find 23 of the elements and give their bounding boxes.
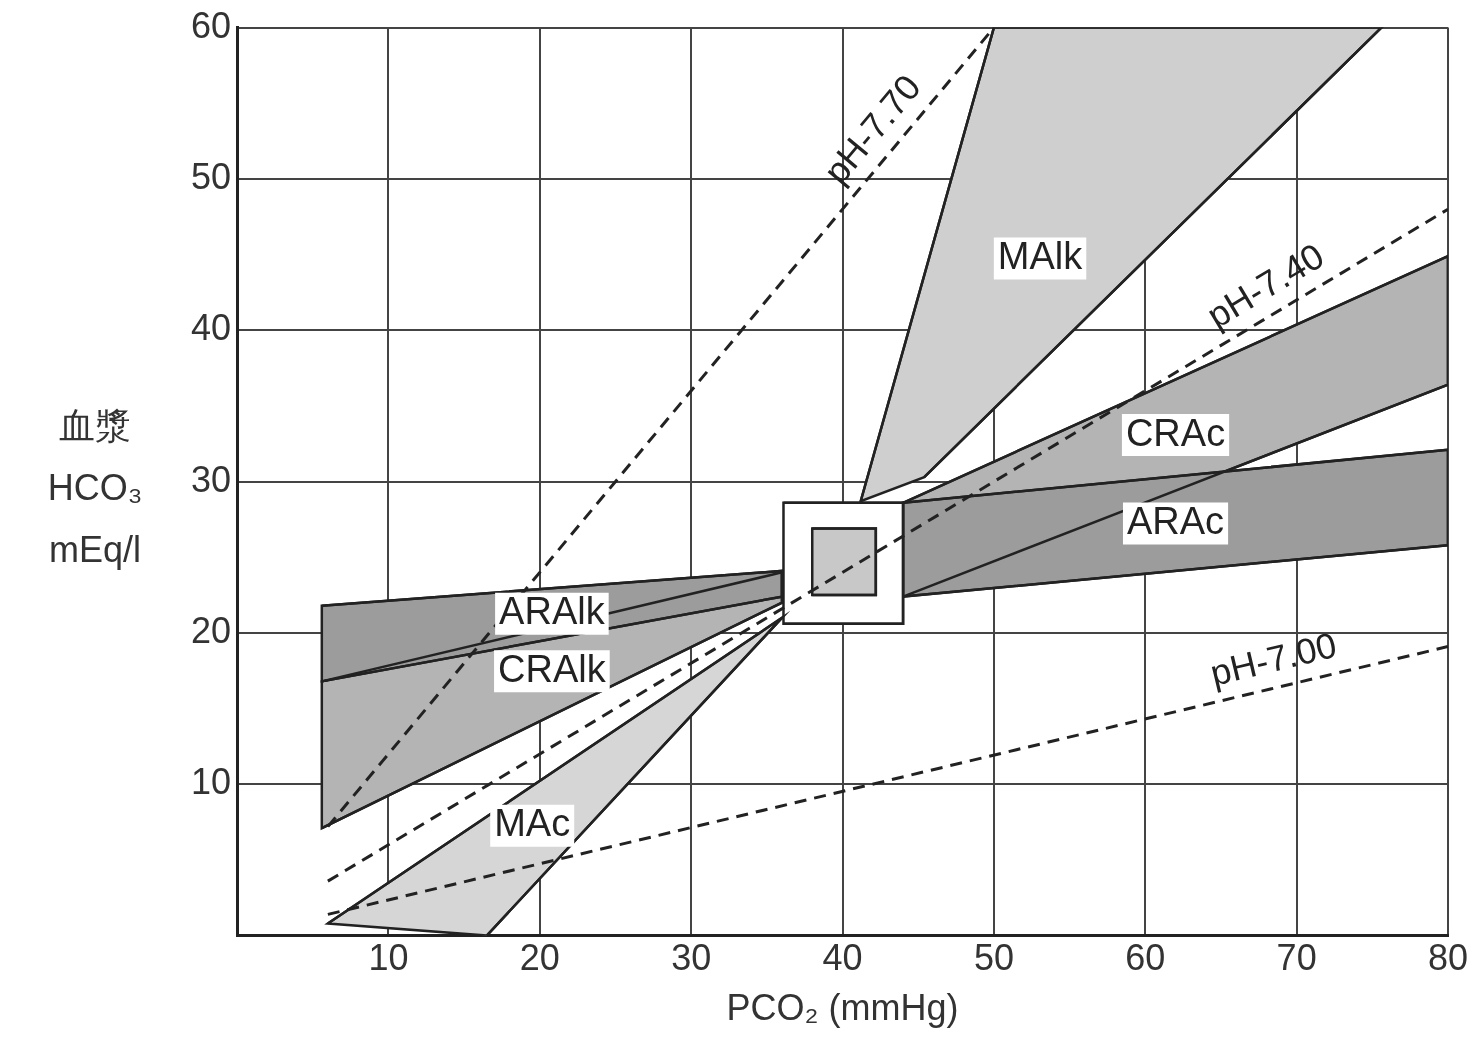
x-tick-label: 40 bbox=[822, 937, 863, 979]
y-tick-label: 50 bbox=[191, 155, 232, 197]
y-tick-label: 60 bbox=[191, 4, 232, 46]
y-tick-label: 30 bbox=[191, 458, 232, 500]
x-tick-label: 70 bbox=[1276, 937, 1317, 979]
y-tick-label: 20 bbox=[191, 609, 232, 651]
series-label: CRAc bbox=[1125, 411, 1226, 454]
series-label: ARAlk bbox=[499, 590, 606, 633]
x-tick-label: 50 bbox=[973, 937, 1014, 979]
y-tick-label: 40 bbox=[191, 307, 232, 349]
x-tick-label: 30 bbox=[671, 937, 712, 979]
x-axis-title: PCO₂ (mmHg) bbox=[726, 987, 959, 1029]
x-tick-label: 80 bbox=[1427, 937, 1469, 979]
series-label: CRAlk bbox=[498, 647, 607, 690]
series-label: MAlk bbox=[997, 234, 1084, 277]
series-label: ARAc bbox=[1126, 500, 1225, 543]
y-tick-label: 10 bbox=[191, 761, 232, 803]
x-tick-label: 60 bbox=[1125, 937, 1166, 979]
series-label: MAc bbox=[494, 802, 571, 845]
text: pH-7.00 bbox=[1206, 624, 1341, 694]
y-axis-title: 血漿 HCO₃ mEq/l bbox=[46, 404, 144, 572]
x-tick-label: 20 bbox=[519, 937, 560, 979]
x-tick-label: 10 bbox=[368, 937, 409, 979]
